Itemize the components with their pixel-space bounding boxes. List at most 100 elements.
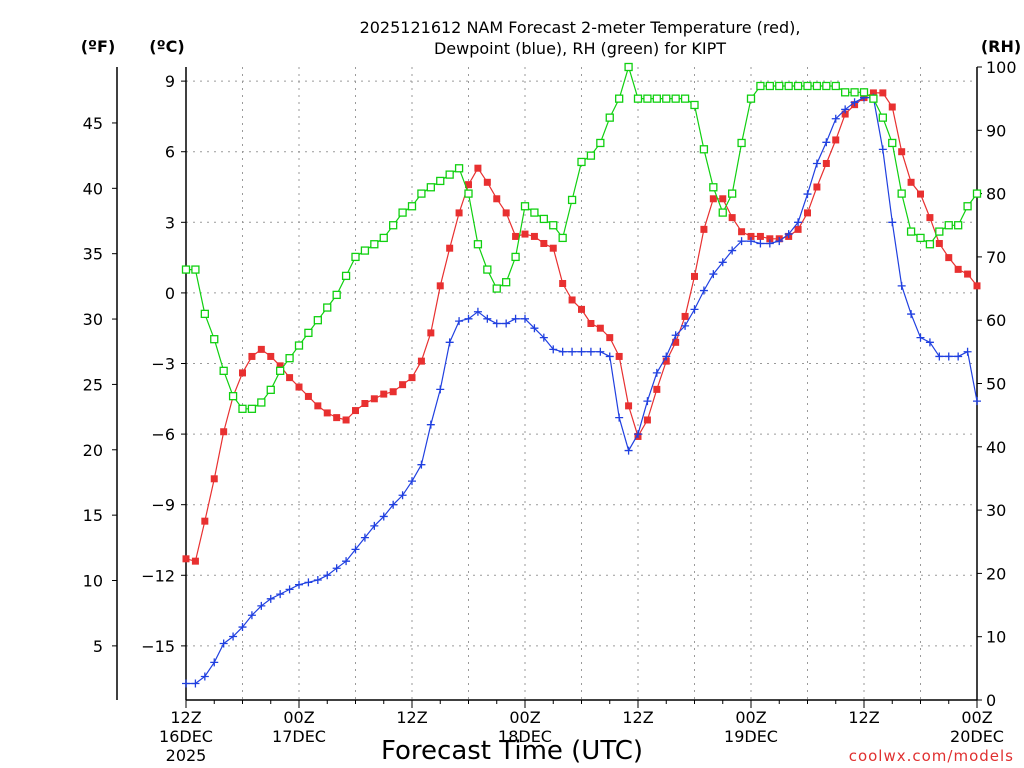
data-point (342, 557, 351, 566)
data-point (681, 321, 690, 330)
data-point (747, 237, 755, 246)
data-point (709, 183, 718, 192)
data-point (511, 314, 520, 323)
data-point (812, 159, 821, 168)
data-point (822, 138, 831, 147)
grid-lines (186, 67, 977, 700)
data-point (182, 679, 190, 688)
rh-tick-label: 10 (986, 628, 1006, 647)
data-point (238, 623, 247, 632)
data-point (502, 278, 511, 287)
data-point (813, 183, 821, 191)
data-point (633, 94, 643, 103)
data-point (502, 209, 510, 217)
data-point (973, 282, 981, 290)
data-point (379, 512, 388, 521)
data-point (351, 252, 360, 262)
time-tick-label: 00Z (509, 708, 540, 727)
data-point (606, 334, 614, 342)
data-point (653, 385, 661, 393)
data-point (690, 100, 699, 110)
data-point (267, 352, 275, 360)
data-point (643, 94, 652, 103)
data-point (963, 347, 972, 356)
time-tick-label: 2025 (166, 746, 207, 765)
data-point (662, 357, 670, 365)
data-point (907, 178, 915, 186)
data-point (765, 81, 774, 91)
data-point (247, 611, 256, 620)
data-point (276, 366, 285, 375)
celsius-tick-label: 9 (165, 72, 175, 91)
data-point (804, 209, 811, 217)
data-point (652, 94, 661, 103)
data-point (615, 352, 623, 360)
data-point (502, 319, 511, 328)
data-point (935, 239, 943, 247)
data-point (652, 368, 661, 377)
rh-tick-label: 50 (986, 375, 1006, 394)
celsius-tick-label: −6 (151, 425, 175, 444)
data-point (229, 632, 238, 641)
data-point (248, 352, 256, 360)
data-point (342, 416, 350, 424)
data-point (907, 310, 916, 319)
fahrenheit-tick-label: 25 (83, 375, 103, 394)
data-point (878, 145, 887, 154)
fahrenheit-tick-label: 30 (83, 310, 103, 329)
data-point (549, 221, 558, 230)
data-point (926, 214, 934, 222)
data-point (210, 335, 219, 344)
celsius-tick-label: 0 (165, 284, 175, 303)
data-point (567, 195, 577, 205)
data-point (530, 232, 538, 240)
data-point (578, 305, 585, 313)
data-point (389, 500, 398, 509)
data-point (436, 176, 445, 186)
data-point (341, 271, 351, 281)
data-point (596, 347, 605, 356)
data-point (446, 244, 454, 252)
data-point (671, 94, 680, 103)
data-point (360, 533, 369, 542)
data-point (625, 402, 633, 410)
chart-title-line-2: Dewpoint (blue), RH (green) for KIPT (434, 39, 726, 58)
rh-tick-label: 80 (986, 185, 1006, 204)
data-point (210, 658, 219, 667)
data-point (247, 404, 257, 413)
data-point (266, 385, 275, 394)
data-point (728, 189, 737, 198)
data-point (756, 232, 764, 240)
data-point (615, 413, 624, 422)
data-point (916, 333, 925, 342)
data-point (568, 347, 577, 356)
data-point (794, 218, 803, 227)
data-point (756, 81, 765, 91)
data-point (615, 94, 624, 103)
data-point (380, 390, 388, 398)
data-point (831, 81, 840, 91)
data-point (323, 303, 332, 312)
data-point (492, 319, 501, 328)
data-point (352, 407, 359, 415)
data-point (577, 157, 586, 167)
data-point (426, 420, 435, 429)
data-point (624, 62, 633, 72)
data-point (568, 296, 576, 304)
data-point (709, 195, 717, 203)
data-point (408, 374, 416, 382)
data-point (455, 317, 464, 326)
data-point (455, 209, 463, 217)
data-point (888, 218, 897, 227)
data-point (775, 237, 784, 246)
data-point (841, 105, 850, 114)
data-point (436, 282, 444, 290)
data-point (672, 338, 680, 346)
data-point (286, 374, 294, 382)
data-point (492, 284, 501, 293)
data-point (398, 208, 407, 217)
data-point (888, 138, 897, 148)
data-point (945, 254, 953, 262)
data-point (276, 362, 284, 370)
data-point (549, 345, 558, 354)
